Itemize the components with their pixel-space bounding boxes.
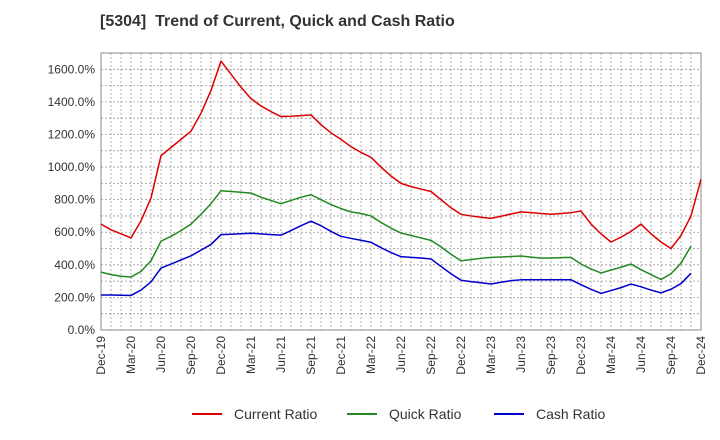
- x-tick-label: Dec-19: [94, 336, 108, 375]
- series-line-cash-ratio: [101, 220, 692, 297]
- legend-item-quick-ratio[interactable]: Quick Ratio: [347, 406, 462, 422]
- legend-label: Current Ratio: [234, 406, 317, 422]
- x-tick-label: Sep-23: [544, 336, 558, 375]
- legend-label: Quick Ratio: [389, 406, 462, 422]
- x-tick-label: Sep-21: [304, 336, 318, 375]
- x-tick-label: Jun-22: [394, 336, 408, 373]
- series-line-current-ratio: [100, 60, 702, 250]
- x-tick-label: Dec-22: [454, 336, 468, 375]
- x-tick-label: Sep-20: [184, 336, 198, 375]
- x-tick-label: Sep-24: [664, 336, 678, 375]
- y-tick-label: 1200.0%: [48, 127, 96, 141]
- x-tick-label: Mar-24: [604, 336, 618, 374]
- x-tick-label: Jun-23: [514, 336, 528, 373]
- legend-item-current-ratio[interactable]: Current Ratio: [192, 406, 317, 422]
- y-tick-label: 800.0%: [54, 193, 95, 207]
- x-tick-label: Jun-24: [634, 336, 648, 373]
- y-tick-label: 600.0%: [54, 225, 95, 239]
- legend[interactable]: Current Ratio Quick Ratio Cash Ratio: [192, 406, 605, 422]
- y-tick-label: 1000.0%: [48, 160, 96, 174]
- x-tick-label: Mar-22: [364, 336, 378, 374]
- y-tick-label: 200.0%: [54, 290, 95, 304]
- legend-item-cash-ratio[interactable]: Cash Ratio: [494, 406, 605, 422]
- y-axis-ticks: 0.0% 200.0% 400.0% 600.0% 800.0% 1000.0% 1200.…: [48, 62, 96, 337]
- y-tick-label: 400.0%: [54, 258, 95, 272]
- x-axis-ticks: Dec-19 Mar-20 Jun-20 Sep-20 Dec-20 Mar-21 Jun-…: [94, 336, 708, 375]
- y-tick-label: 0.0%: [68, 323, 96, 337]
- plot-area-frame: [100, 52, 702, 331]
- x-tick-label: Dec-24: [694, 336, 708, 375]
- x-tick-label: Dec-20: [214, 336, 228, 375]
- y-tick-label: 1400.0%: [48, 95, 96, 109]
- x-tick-label: Sep-22: [424, 336, 438, 375]
- x-tick-label: Jun-20: [154, 336, 168, 373]
- x-tick-label: Jun-21: [274, 336, 288, 373]
- chart-title: [5304] Trend of Current, Quick and Cash …: [100, 13, 455, 30]
- x-tick-label: Dec-21: [334, 336, 348, 375]
- legend-label: Cash Ratio: [536, 406, 605, 422]
- grid: [100, 52, 702, 331]
- y-tick-label: 1600.0%: [48, 62, 96, 76]
- series-line-quick-ratio: [100, 189, 692, 281]
- x-tick-label: Dec-23: [574, 336, 588, 375]
- series-lines: [100, 60, 702, 297]
- x-tick-label: Mar-21: [244, 336, 258, 374]
- x-tick-label: Mar-20: [124, 336, 138, 374]
- x-tick-label: Mar-23: [484, 336, 498, 374]
